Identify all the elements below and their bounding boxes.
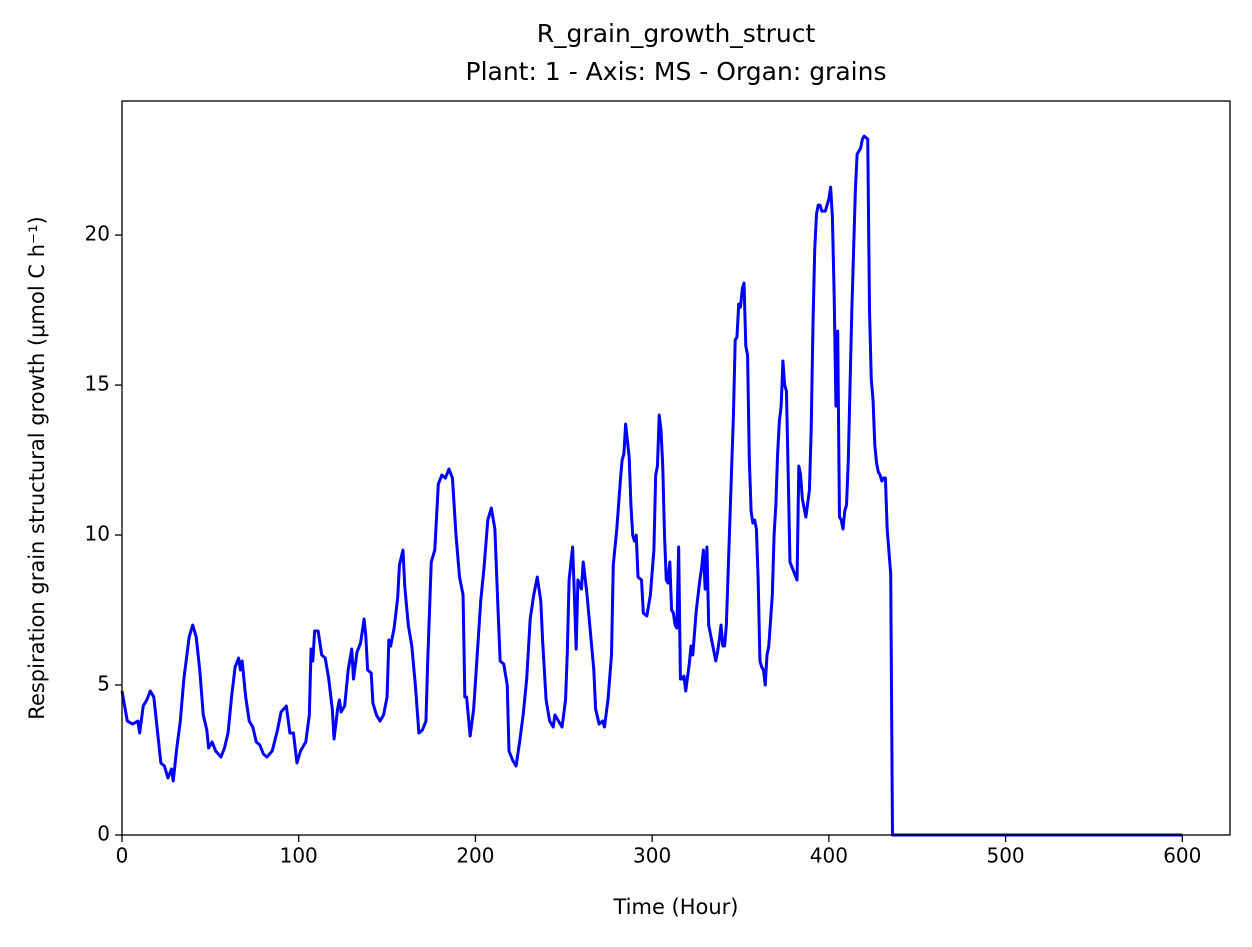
y-tick-label: 15 bbox=[85, 372, 110, 396]
chart-subtitle: Plant: 1 - Axis: MS - Organ: grains bbox=[466, 57, 887, 86]
data-line bbox=[120, 134, 1183, 837]
plot-frame bbox=[121, 100, 1231, 836]
y-tick-label: 20 bbox=[85, 222, 110, 246]
y-tick-label: 10 bbox=[85, 522, 110, 546]
x-tick-label: 300 bbox=[633, 844, 671, 868]
y-tick-label: 0 bbox=[97, 822, 110, 846]
x-tick-label: 200 bbox=[456, 844, 494, 868]
y-tick-label: 5 bbox=[97, 672, 110, 696]
x-tick-label: 600 bbox=[1163, 844, 1201, 868]
y-axis-label: Respiration grain structural growth (μmo… bbox=[25, 216, 49, 719]
x-tick-label: 400 bbox=[810, 844, 848, 868]
x-tick-label: 500 bbox=[986, 844, 1024, 868]
x-tick-label: 100 bbox=[280, 844, 318, 868]
x-axis-label: Time (Hour) bbox=[612, 895, 738, 919]
x-tick-label: 0 bbox=[116, 844, 129, 868]
chart-title: R_grain_growth_struct bbox=[537, 19, 816, 48]
